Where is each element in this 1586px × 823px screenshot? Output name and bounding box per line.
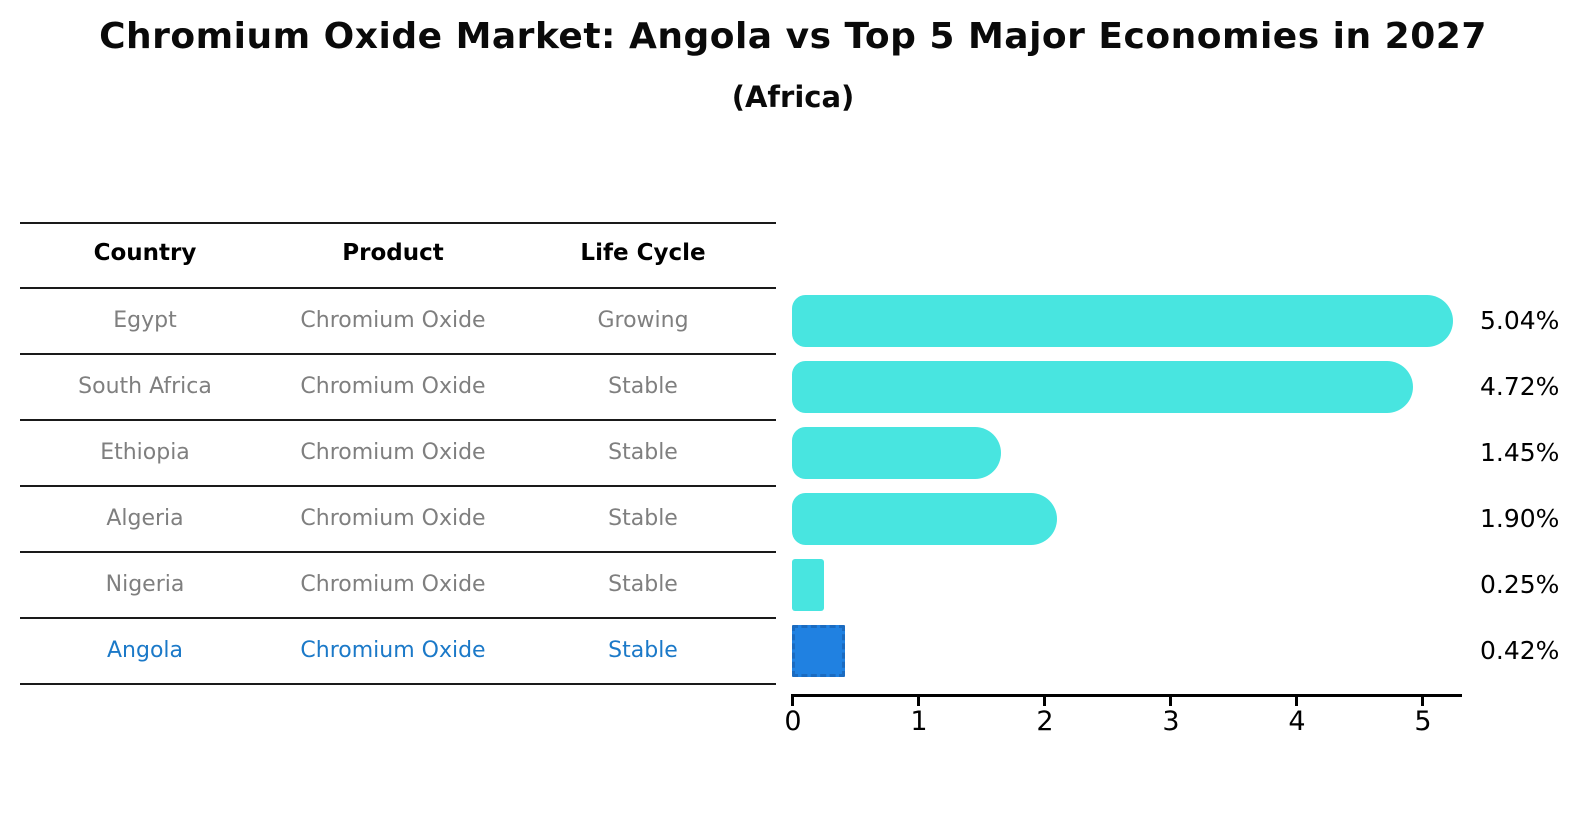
bar-south-africa: [792, 361, 1413, 413]
cell-product: Chromium Oxide: [300, 440, 486, 465]
table-header-product: Product: [342, 240, 444, 266]
x-axis-tick-label: 5: [1414, 706, 1432, 737]
bar-value-label: 1.45%: [1480, 438, 1560, 467]
cell-life-cycle: Stable: [608, 374, 678, 399]
cell-product: Chromium Oxide: [300, 638, 486, 663]
bar-value-label: 0.25%: [1480, 570, 1560, 599]
cell-country: South Africa: [78, 374, 212, 399]
table-header-country: Country: [93, 240, 197, 266]
x-axis-tick: [791, 697, 794, 706]
x-axis-tick-label: 3: [1162, 706, 1180, 737]
bar-egypt: [792, 295, 1453, 347]
cell-country: Angola: [106, 638, 183, 663]
x-axis-tick: [1043, 697, 1046, 706]
table-rule: [20, 617, 776, 619]
table-rule: [20, 419, 776, 421]
table-rule: [20, 485, 776, 487]
cell-life-cycle: Stable: [608, 506, 678, 531]
bar-angola-highlighted: [792, 625, 845, 677]
x-axis-tick: [1169, 697, 1172, 706]
bar-value-label: 1.90%: [1480, 504, 1560, 533]
x-axis-tick: [917, 697, 920, 706]
cell-life-cycle: Stable: [608, 638, 678, 663]
cell-country: Egypt: [113, 308, 177, 333]
x-axis-tick-label: 2: [1036, 706, 1054, 737]
cell-product: Chromium Oxide: [300, 308, 486, 333]
cell-country: Ethiopia: [100, 440, 190, 465]
cell-country: Nigeria: [105, 572, 185, 597]
cell-product: Chromium Oxide: [300, 506, 486, 531]
cell-country: Algeria: [106, 506, 184, 531]
bar-value-label: 0.42%: [1480, 636, 1560, 665]
table-rule: [20, 353, 776, 355]
cell-product: Chromium Oxide: [300, 572, 486, 597]
chart-subtitle: (Africa): [731, 80, 855, 114]
x-axis-tick-label: 1: [910, 706, 928, 737]
cell-life-cycle: Stable: [608, 440, 678, 465]
bar-ethiopia: [792, 427, 1001, 479]
bar-nigeria: [792, 559, 824, 611]
table-rule: [20, 551, 776, 553]
bar-value-label: 4.72%: [1480, 372, 1560, 401]
table-header-life-cycle: Life Cycle: [580, 240, 706, 266]
table-rule: [20, 683, 776, 685]
table-rule: [20, 222, 776, 224]
bar-algeria: [792, 493, 1057, 545]
x-axis-tick-label: 0: [784, 706, 802, 737]
chart-title: Chromium Oxide Market: Angola vs Top 5 M…: [99, 16, 1487, 57]
x-axis-tick: [1295, 697, 1298, 706]
x-axis-line: [791, 694, 1462, 697]
cell-life-cycle: Stable: [608, 572, 678, 597]
table-rule: [20, 287, 776, 289]
cell-life-cycle: Growing: [597, 308, 689, 333]
x-axis-tick: [1421, 697, 1424, 706]
cell-product: Chromium Oxide: [300, 374, 486, 399]
x-axis-tick-label: 4: [1288, 706, 1306, 737]
bar-value-label: 5.04%: [1480, 306, 1560, 335]
